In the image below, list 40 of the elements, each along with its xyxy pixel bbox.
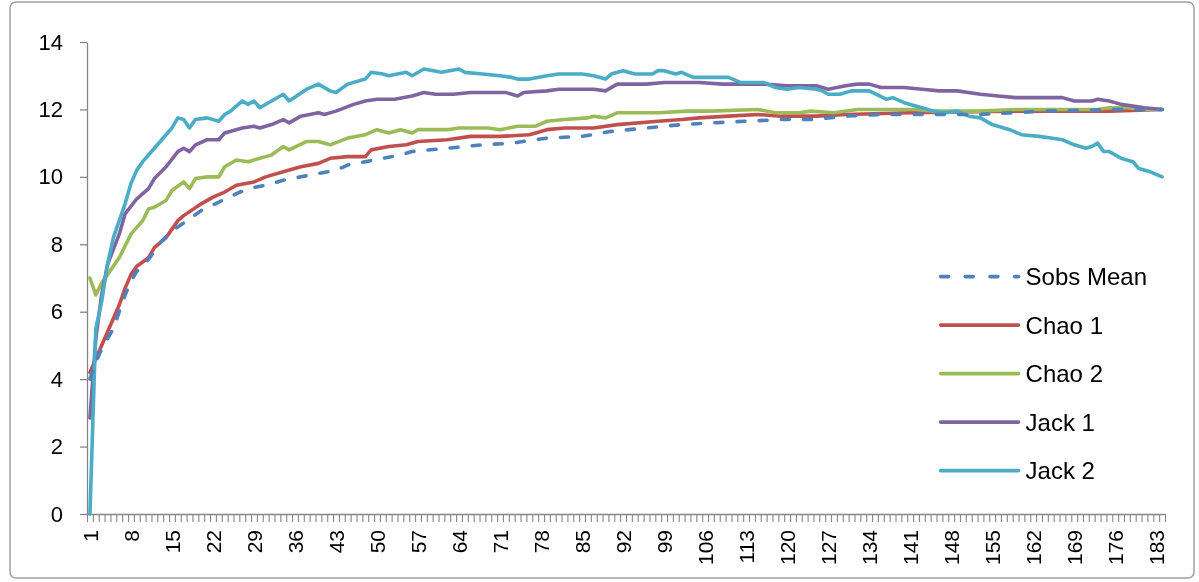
x-tick-label: 113 [734,530,758,564]
x-tick-label: 169 [1063,530,1087,566]
x-tick-label: 141 [899,530,922,566]
y-tick-label: 12 [38,96,63,122]
y-tick-label: 4 [50,366,63,392]
x-tick-label: 85 [570,530,594,554]
x-tick-label: 78 [529,530,553,554]
x-tick-label: 57 [406,530,430,554]
x-tick-label: 15 [160,530,184,554]
y-tick-label: 14 [38,29,63,55]
x-tick-label: 155 [981,530,1005,566]
x-tick-label: 71 [488,530,512,554]
x-tick-label: 1 [78,530,102,542]
x-tick-label: 36 [283,530,307,554]
y-tick-label: 0 [50,501,63,527]
legend-label: Jack 1 [1025,408,1095,436]
legend-label: Jack 2 [1025,457,1095,484]
legend-label: Sobs Mean [1025,263,1147,290]
x-tick-label: 162 [1022,530,1046,566]
x-tick-label: 120 [775,530,799,566]
legend-label: Chao 2 [1025,360,1103,387]
x-tick-label: 106 [693,530,717,566]
y-tick-label: 2 [50,434,63,460]
y-tick-label: 8 [50,231,63,257]
x-tick-label: 134 [857,529,881,566]
x-tick-label: 92 [611,530,635,554]
y-tick-label: 10 [38,164,63,190]
x-tick-label: 50 [365,530,389,554]
x-tick-label: 148 [940,530,964,566]
x-tick-label: 8 [119,530,143,542]
x-tick-label: 127 [816,530,840,566]
legend-label: Chao 1 [1025,311,1103,339]
x-tick-label: 183 [1145,530,1169,566]
x-tick-label: 176 [1104,530,1128,566]
y-tick-label: 6 [50,299,63,325]
x-tick-label: 99 [652,530,676,554]
x-tick-label: 22 [201,530,225,554]
x-tick-label: 64 [447,529,471,554]
x-tick-label: 43 [324,530,348,554]
x-tick-label: 29 [242,530,266,554]
